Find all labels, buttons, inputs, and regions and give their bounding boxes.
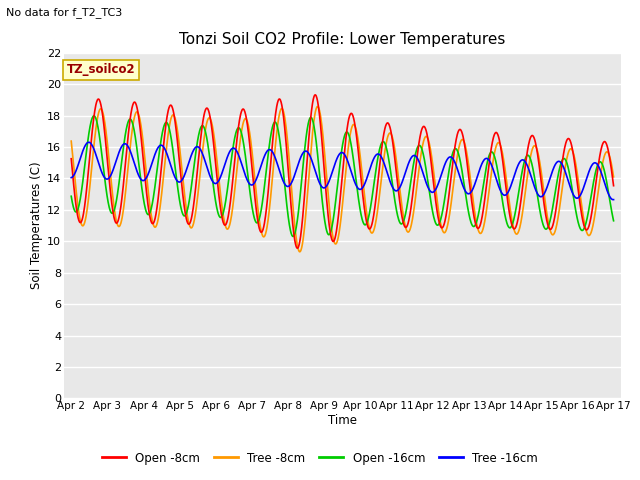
Text: No data for f_T2_TC3: No data for f_T2_TC3 — [6, 7, 123, 18]
Y-axis label: Soil Temperatures (C): Soil Temperatures (C) — [30, 162, 43, 289]
Title: Tonzi Soil CO2 Profile: Lower Temperatures: Tonzi Soil CO2 Profile: Lower Temperatur… — [179, 33, 506, 48]
Legend: Open -8cm, Tree -8cm, Open -16cm, Tree -16cm: Open -8cm, Tree -8cm, Open -16cm, Tree -… — [97, 447, 543, 469]
X-axis label: Time: Time — [328, 414, 357, 427]
Text: TZ_soilco2: TZ_soilco2 — [67, 63, 136, 76]
